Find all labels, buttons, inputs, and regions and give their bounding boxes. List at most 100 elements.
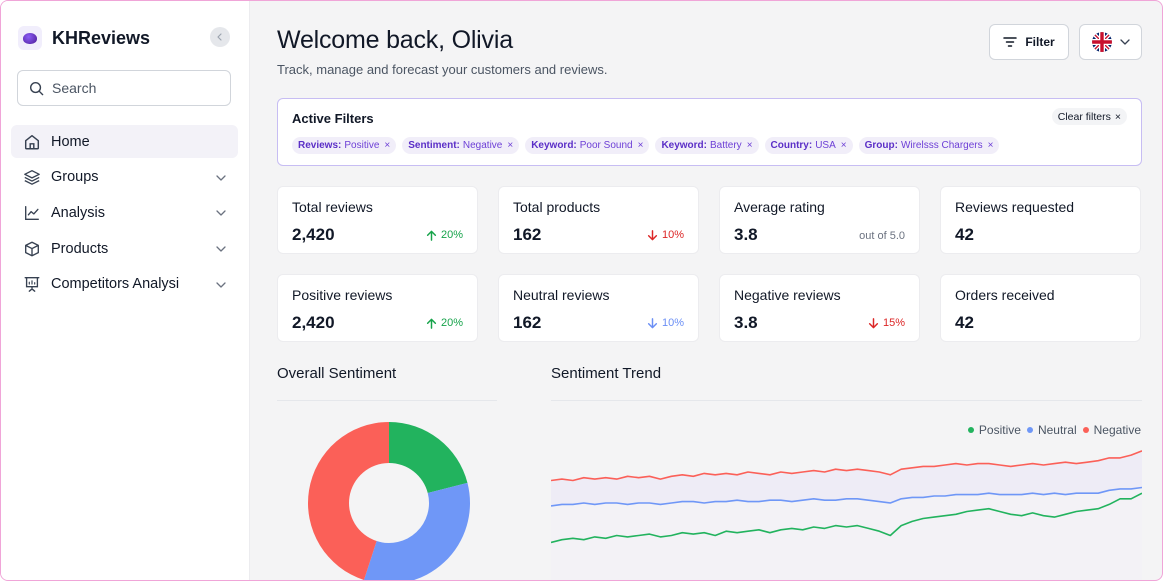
- chevron-left-icon: [217, 33, 222, 41]
- chip-value: Battery: [710, 140, 742, 151]
- legend-item-negative[interactable]: Negative: [1082, 423, 1141, 437]
- stat-card-reviews-requested[interactable]: Reviews requested 42: [940, 186, 1141, 254]
- stat-delta-value: 20%: [440, 317, 463, 329]
- trend-line-neutral[interactable]: [551, 486, 1142, 507]
- divider: [551, 400, 1142, 401]
- page-subtitle: Track, manage and forecast your customer…: [277, 62, 608, 77]
- trend-line-positive[interactable]: [551, 492, 1142, 544]
- sidebar-item-analysis[interactable]: Analysis: [11, 196, 238, 229]
- sidebar-nav: Home Groups Analysis Products: [11, 125, 238, 303]
- sidebar-item-label: Products: [51, 240, 109, 257]
- close-icon[interactable]: ×: [637, 140, 644, 151]
- stat-delta-value: 10%: [661, 229, 684, 241]
- clear-filters-label: Clear filters: [1057, 110, 1111, 123]
- stat-delta: 15%: [868, 317, 905, 329]
- sidebar: KHReviews Home Groups: [1, 1, 250, 580]
- stat-title: Neutral reviews: [513, 287, 610, 303]
- sidebar-item-label: Competitors Analysi: [51, 276, 180, 293]
- arrow-up-icon: [426, 318, 437, 329]
- sidebar-item-label: Analysis: [51, 204, 105, 221]
- sidebar-item-home[interactable]: Home: [11, 125, 238, 158]
- stat-card-negative-reviews[interactable]: Negative reviews 3.8 15%: [719, 274, 920, 342]
- filter-chip-reviews[interactable]: Reviews: Positive ×: [292, 137, 397, 154]
- close-icon[interactable]: ×: [987, 140, 994, 151]
- stat-card-positive-reviews[interactable]: Positive reviews 2,420 20%: [277, 274, 478, 342]
- filter-chip-sentiment[interactable]: Sentiment: Negative ×: [402, 137, 520, 154]
- active-filters-title: Active Filters: [292, 111, 374, 126]
- home-icon: [22, 132, 42, 152]
- stat-title: Orders received: [955, 287, 1055, 303]
- page-title: Welcome back, Olivia: [277, 26, 513, 54]
- sentiment-trend-title: Sentiment Trend: [551, 365, 662, 382]
- filter-chip-group[interactable]: Group: Wirelsss Chargers ×: [858, 137, 1000, 154]
- stat-value: 162: [513, 313, 542, 332]
- chevron-down-icon[interactable]: [215, 243, 227, 255]
- close-icon[interactable]: ×: [840, 140, 847, 151]
- stat-card-neutral-reviews[interactable]: Neutral reviews 162 10%: [498, 274, 699, 342]
- filter-button[interactable]: Filter: [989, 24, 1069, 60]
- close-icon: ×: [1114, 110, 1121, 123]
- search-input[interactable]: [52, 80, 202, 96]
- stat-card-orders-received[interactable]: Orders received 42: [940, 274, 1141, 342]
- stat-value: 3.8: [734, 313, 758, 332]
- collapse-sidebar-button[interactable]: [210, 27, 230, 47]
- close-icon[interactable]: ×: [507, 140, 514, 151]
- stat-value: 42: [955, 225, 974, 244]
- stat-card-average-rating[interactable]: Average rating 3.8 out of 5.0: [719, 186, 920, 254]
- stat-value: 2,420: [292, 225, 335, 244]
- filter-chip-keyword-poor-sound[interactable]: Keyword: Poor Sound ×: [525, 137, 650, 154]
- stat-title: Average rating: [734, 199, 825, 215]
- divider: [277, 400, 497, 401]
- stat-title: Total products: [513, 199, 601, 215]
- close-icon[interactable]: ×: [746, 140, 753, 151]
- stat-delta-value: 10%: [661, 317, 684, 329]
- chip-key: Group:: [864, 140, 898, 151]
- legend-item-positive[interactable]: Positive: [967, 423, 1021, 437]
- stat-card-total-reviews[interactable]: Total reviews 2,420 20%: [277, 186, 478, 254]
- sidebar-item-label: Groups: [51, 169, 99, 186]
- trend-line-negative[interactable]: [551, 450, 1142, 482]
- stat-value: 3.8: [734, 225, 758, 244]
- stat-note: out of 5.0: [859, 230, 905, 242]
- search-icon: [29, 81, 44, 95]
- sidebar-item-products[interactable]: Products: [11, 232, 238, 265]
- stat-delta-value: 20%: [440, 229, 463, 241]
- stat-value: 162: [513, 225, 542, 244]
- chip-value: Negative: [462, 140, 503, 151]
- sidebar-item-competitors-analysis[interactable]: Competitors Analysi: [11, 268, 238, 301]
- sidebar-item-groups[interactable]: Groups: [11, 161, 238, 194]
- stat-delta: 10%: [647, 317, 684, 329]
- stat-title: Total reviews: [292, 199, 373, 215]
- legend-dot: [967, 427, 974, 433]
- stat-delta: 10%: [647, 229, 684, 241]
- chevron-down-icon[interactable]: [215, 172, 227, 184]
- filter-button-label: Filter: [1025, 35, 1055, 49]
- filter-chip-keyword-battery[interactable]: Keyword: Battery ×: [655, 137, 759, 154]
- brand-logo-icon: [18, 26, 42, 50]
- donut-slice-neutral[interactable]: [363, 482, 470, 581]
- arrow-down-icon: [647, 229, 658, 240]
- donut-slice-positive[interactable]: [389, 422, 468, 494]
- legend-item-neutral[interactable]: Neutral: [1026, 423, 1077, 437]
- search-field[interactable]: [17, 70, 231, 106]
- trend-legend: Positive Neutral Negative: [967, 423, 1141, 437]
- active-filters-panel: Active Filters Clear filters × Reviews: P…: [277, 98, 1142, 166]
- stat-delta-value: 15%: [882, 317, 905, 329]
- clear-filters-button[interactable]: Clear filters ×: [1051, 108, 1127, 125]
- filter-chip-country[interactable]: Country: USA ×: [764, 137, 853, 154]
- brand-name: KHReviews: [52, 27, 151, 48]
- close-icon[interactable]: ×: [384, 140, 391, 151]
- legend-label: Negative: [1093, 423, 1141, 437]
- chevron-down-icon[interactable]: [215, 279, 227, 291]
- legend-label: Positive: [978, 423, 1021, 437]
- stat-card-total-products[interactable]: Total products 162 10%: [498, 186, 699, 254]
- chevron-down-icon[interactable]: [215, 207, 227, 219]
- chip-value: Wirelsss Chargers: [900, 140, 983, 151]
- overall-sentiment-title: Overall Sentiment: [277, 365, 397, 382]
- donut-slice-negative[interactable]: [308, 422, 389, 580]
- brand[interactable]: KHReviews: [18, 25, 150, 51]
- chip-value: USA: [815, 140, 836, 151]
- language-selector[interactable]: [1079, 24, 1142, 60]
- stat-title: Negative reviews: [734, 287, 841, 303]
